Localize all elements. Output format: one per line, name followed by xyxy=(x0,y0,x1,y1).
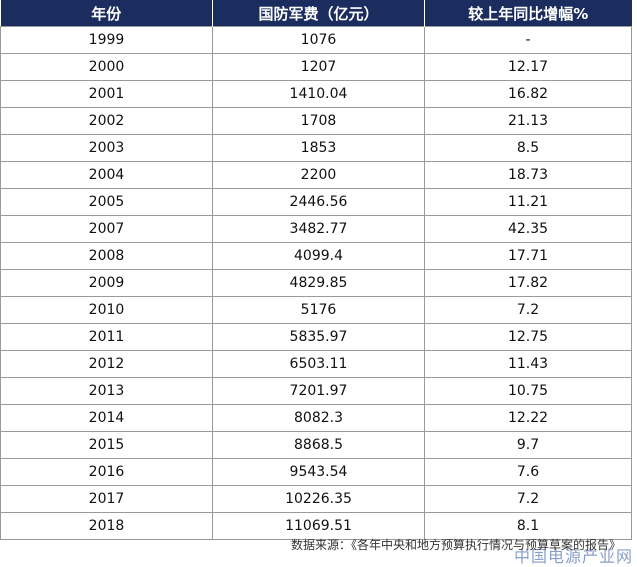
cell-budget: 3482.77 xyxy=(212,215,425,243)
cell-year: 2007 xyxy=(0,215,213,243)
column-header-year: 年份 xyxy=(0,0,213,27)
cell-growth: - xyxy=(424,26,632,54)
cell-budget: 1853 xyxy=(212,134,425,162)
table-row: 2011 5835.97 12.75 xyxy=(0,323,632,351)
cell-budget: 4829.85 xyxy=(212,269,425,297)
table-row: 2002 1708 21.13 xyxy=(0,107,632,135)
table-row: 2013 7201.97 10.75 xyxy=(0,377,632,405)
table-row: 2001 1410.04 16.82 xyxy=(0,80,632,108)
cell-budget: 5176 xyxy=(212,296,425,324)
cell-growth: 11.43 xyxy=(424,350,632,378)
table-row: 2015 8868.5 9.7 xyxy=(0,431,632,459)
table-row: 2010 5176 7.2 xyxy=(0,296,632,324)
cell-year: 2017 xyxy=(0,485,213,513)
cell-budget: 4099.4 xyxy=(212,242,425,270)
table-row: 2009 4829.85 17.82 xyxy=(0,269,632,297)
table-row: 2003 1853 8.5 xyxy=(0,134,632,162)
cell-growth: 17.82 xyxy=(424,269,632,297)
column-header-budget: 国防军费（亿元） xyxy=(212,0,425,27)
cell-budget: 2200 xyxy=(212,161,425,189)
cell-budget: 8868.5 xyxy=(212,431,425,459)
column-header-growth: 较上年同比增幅% xyxy=(424,0,632,27)
table-row: 2018 11069.51 8.1 xyxy=(0,512,632,540)
cell-budget: 9543.54 xyxy=(212,458,425,486)
table-row: 2008 4099.4 17.71 xyxy=(0,242,632,270)
cell-year: 2008 xyxy=(0,242,213,270)
cell-budget: 6503.11 xyxy=(212,350,425,378)
defense-budget-table: 年份 国防军费（亿元） 较上年同比增幅% 1999 1076-2000 1207 12… xyxy=(0,0,632,540)
cell-budget: 1076 xyxy=(212,26,425,54)
cell-growth: 8.5 xyxy=(424,134,632,162)
table-row: 1999 1076- xyxy=(0,26,632,54)
cell-growth: 17.71 xyxy=(424,242,632,270)
table-row: 2014 8082.3 12.22 xyxy=(0,404,632,432)
cell-growth: 7.6 xyxy=(424,458,632,486)
cell-budget: 11069.51 xyxy=(212,512,425,540)
cell-year: 2005 xyxy=(0,188,213,216)
table-row: 2000 1207 12.17 xyxy=(0,53,632,81)
cell-growth: 7.2 xyxy=(424,296,632,324)
cell-year: 2014 xyxy=(0,404,213,432)
table-row: 2007 3482.77 42.35 xyxy=(0,215,632,243)
cell-budget: 1207 xyxy=(212,53,425,81)
cell-budget: 5835.97 xyxy=(212,323,425,351)
table-row: 2017 10226.35 7.2 xyxy=(0,485,632,513)
table-row: 2004 2200 18.73 xyxy=(0,161,632,189)
cell-growth: 7.2 xyxy=(424,485,632,513)
table-row: 2005 2446.56 11.21 xyxy=(0,188,632,216)
cell-growth: 8.1 xyxy=(424,512,632,540)
cell-growth: 11.21 xyxy=(424,188,632,216)
table-row: 2016 9543.54 7.6 xyxy=(0,458,632,486)
table-body: 1999 1076-2000 1207 12.17 2001 1410.04 16.82 20… xyxy=(0,26,632,540)
cell-year: 2015 xyxy=(0,431,213,459)
cell-growth: 12.22 xyxy=(424,404,632,432)
cell-year: 2010 xyxy=(0,296,213,324)
cell-year: 2011 xyxy=(0,323,213,351)
cell-year: 2016 xyxy=(0,458,213,486)
cell-budget: 7201.97 xyxy=(212,377,425,405)
cell-growth: 16.82 xyxy=(424,80,632,108)
cell-year: 2018 xyxy=(0,512,213,540)
cell-budget: 1708 xyxy=(212,107,425,135)
cell-year: 1999 xyxy=(0,26,213,54)
cell-budget: 2446.56 xyxy=(212,188,425,216)
cell-budget: 1410.04 xyxy=(212,80,425,108)
data-table-wrapper: 年份 国防军费（亿元） 较上年同比增幅% 1999 1076-2000 1207 12… xyxy=(0,0,632,540)
cell-year: 2009 xyxy=(0,269,213,297)
cell-budget: 10226.35 xyxy=(212,485,425,513)
cell-year: 2000 xyxy=(0,53,213,81)
table-row: 2012 6503.11 11.43 xyxy=(0,350,632,378)
cell-growth: 12.17 xyxy=(424,53,632,81)
cell-growth: 42.35 xyxy=(424,215,632,243)
cell-year: 2012 xyxy=(0,350,213,378)
cell-year: 2003 xyxy=(0,134,213,162)
cell-growth: 21.13 xyxy=(424,107,632,135)
table-header-row: 年份 国防军费（亿元） 较上年同比增幅% xyxy=(0,0,632,27)
cell-year: 2013 xyxy=(0,377,213,405)
watermark: 中国电源产业网 xyxy=(513,547,633,566)
cell-year: 2001 xyxy=(0,80,213,108)
cell-growth: 10.75 xyxy=(424,377,632,405)
cell-growth: 18.73 xyxy=(424,161,632,189)
source-note: 数据来源：《各年中央和地方预算执行情况与预算草案的报告》 xyxy=(290,538,621,552)
cell-growth: 12.75 xyxy=(424,323,632,351)
cell-year: 2004 xyxy=(0,161,213,189)
cell-budget: 8082.3 xyxy=(212,404,425,432)
cell-year: 2002 xyxy=(0,107,213,135)
cell-growth: 9.7 xyxy=(424,431,632,459)
